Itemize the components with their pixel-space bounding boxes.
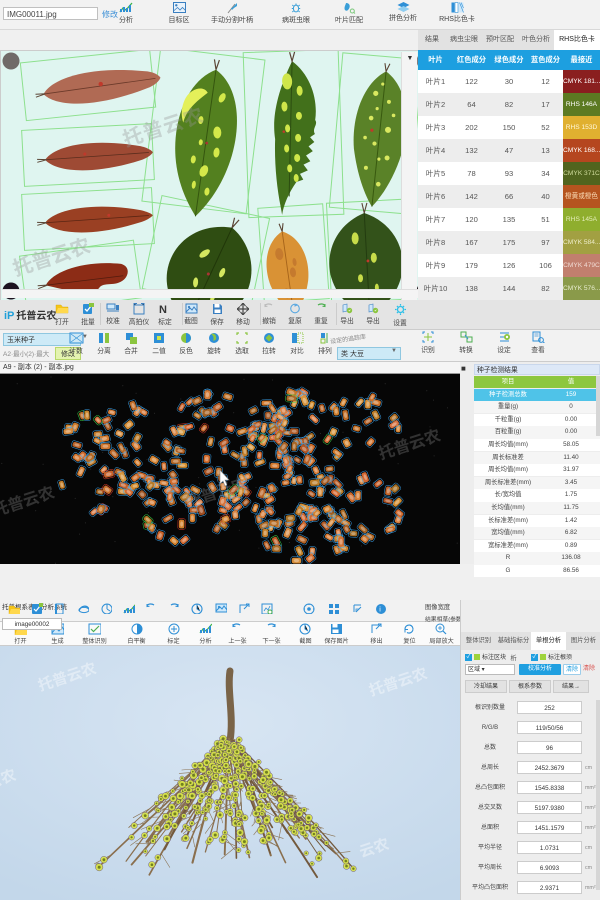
svg-text:N: N — [159, 304, 167, 315]
